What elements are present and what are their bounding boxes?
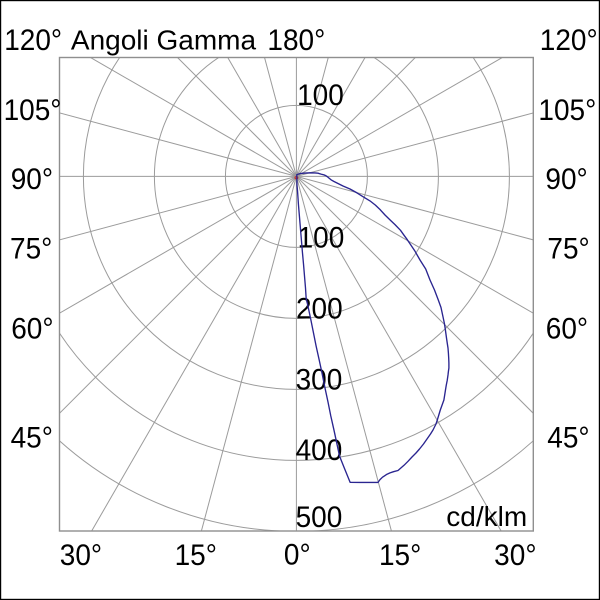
svg-text:45°: 45° — [11, 421, 53, 454]
svg-text:120°: 120° — [4, 24, 62, 57]
svg-text:105°: 105° — [538, 94, 596, 127]
svg-text:400: 400 — [296, 434, 343, 467]
svg-text:200: 200 — [296, 293, 343, 326]
svg-text:Angoli Gamma: Angoli Gamma — [71, 25, 257, 56]
svg-text:105°: 105° — [4, 94, 62, 127]
svg-text:0°: 0° — [284, 539, 311, 572]
svg-text:100: 100 — [298, 221, 345, 254]
svg-text:100: 100 — [297, 79, 344, 112]
svg-text:90°: 90° — [11, 163, 53, 196]
svg-text:75°: 75° — [547, 233, 589, 266]
svg-text:30°: 30° — [494, 539, 536, 572]
svg-text:300: 300 — [296, 363, 343, 396]
svg-text:180°: 180° — [267, 24, 325, 57]
svg-text:75°: 75° — [10, 233, 52, 266]
svg-text:60°: 60° — [546, 313, 588, 346]
svg-text:cd/klm: cd/klm — [446, 501, 527, 532]
svg-text:45°: 45° — [547, 421, 589, 454]
svg-text:500: 500 — [296, 501, 343, 534]
svg-text:60°: 60° — [11, 313, 53, 346]
svg-text:30°: 30° — [60, 539, 102, 572]
svg-text:90°: 90° — [545, 163, 587, 196]
svg-text:120°: 120° — [540, 24, 598, 57]
svg-text:15°: 15° — [379, 539, 421, 572]
svg-text:15°: 15° — [175, 539, 217, 572]
